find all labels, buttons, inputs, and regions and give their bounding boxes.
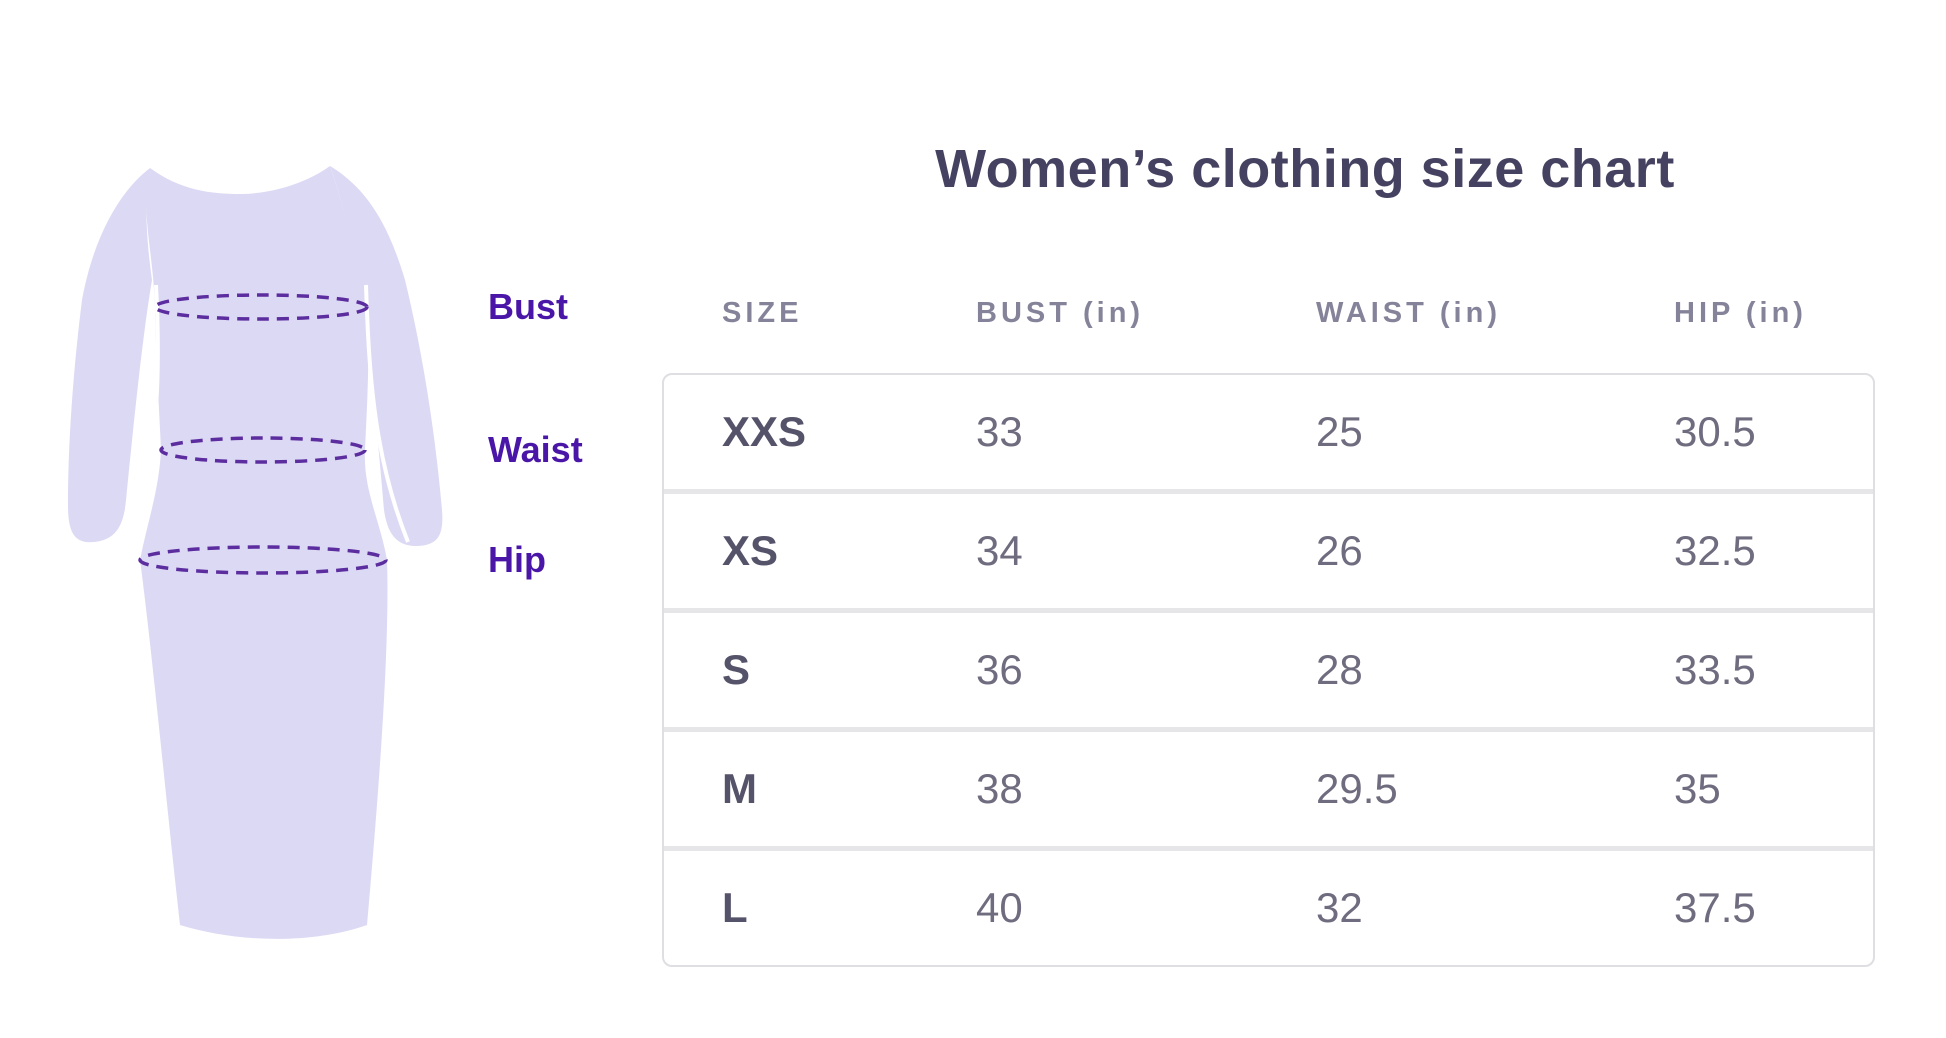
hip-cell: 30.5 xyxy=(1674,408,1756,455)
bust-measurement-line xyxy=(153,293,369,321)
waist-cell: 26 xyxy=(1316,527,1363,574)
left-sleeve-gap xyxy=(126,284,160,541)
column-header-hip: HIP (in) xyxy=(1674,297,1807,329)
waist-label: Waist xyxy=(488,429,583,470)
table-row: M 38 29.5 35 xyxy=(664,727,1873,846)
bust-cell: 33 xyxy=(976,408,1023,455)
waist-measurement-line xyxy=(159,436,367,464)
waist-cell: 32 xyxy=(1316,884,1363,931)
right-sleeve-gap xyxy=(364,284,410,543)
bust-cell: 40 xyxy=(976,884,1023,931)
column-header-bust: BUST (in) xyxy=(976,297,1145,329)
hip-cell: 35 xyxy=(1674,765,1721,812)
bust-cell: 34 xyxy=(976,527,1023,574)
size-cell: XS xyxy=(722,527,779,574)
size-cell: S xyxy=(722,646,751,693)
waist-cell: 25 xyxy=(1316,408,1363,455)
dress-left-sleeve xyxy=(68,168,152,543)
table-row: XXS 33 25 30.5 xyxy=(664,375,1873,489)
table-row: S 36 28 33.5 xyxy=(664,608,1873,727)
waist-cell: 28 xyxy=(1316,646,1363,693)
dress-body-shape xyxy=(140,166,388,939)
size-table: XXS 33 25 30.5 XS 34 26 32.5 S 36 28 33.5 M 38 29.5 35 L… xyxy=(662,373,1875,967)
size-cell: L xyxy=(722,884,748,931)
hip-cell: 33.5 xyxy=(1674,646,1756,693)
hip-measurement-line xyxy=(138,545,388,575)
bust-cell: 38 xyxy=(976,765,1023,812)
size-cell: XXS xyxy=(722,408,807,455)
hip-label: Hip xyxy=(488,539,546,580)
hip-cell: 32.5 xyxy=(1674,527,1756,574)
table-row: L 40 32 37.5 xyxy=(664,846,1873,965)
size-cell: M xyxy=(722,765,757,812)
hip-cell: 37.5 xyxy=(1674,884,1756,931)
column-header-waist: WAIST (in) xyxy=(1316,297,1501,329)
dress-illustration xyxy=(68,166,443,939)
dress-right-sleeve xyxy=(330,166,443,547)
column-header-size: SIZE xyxy=(722,297,803,329)
waist-cell: 29.5 xyxy=(1316,765,1398,812)
page-title: Women’s clothing size chart xyxy=(935,139,1675,199)
bust-cell: 36 xyxy=(976,646,1023,693)
bust-label: Bust xyxy=(488,286,568,327)
table-header-row: SIZE BUST (in) WAIST (in) HIP (in) xyxy=(664,295,1877,331)
table-row: XS 34 26 32.5 xyxy=(664,489,1873,608)
